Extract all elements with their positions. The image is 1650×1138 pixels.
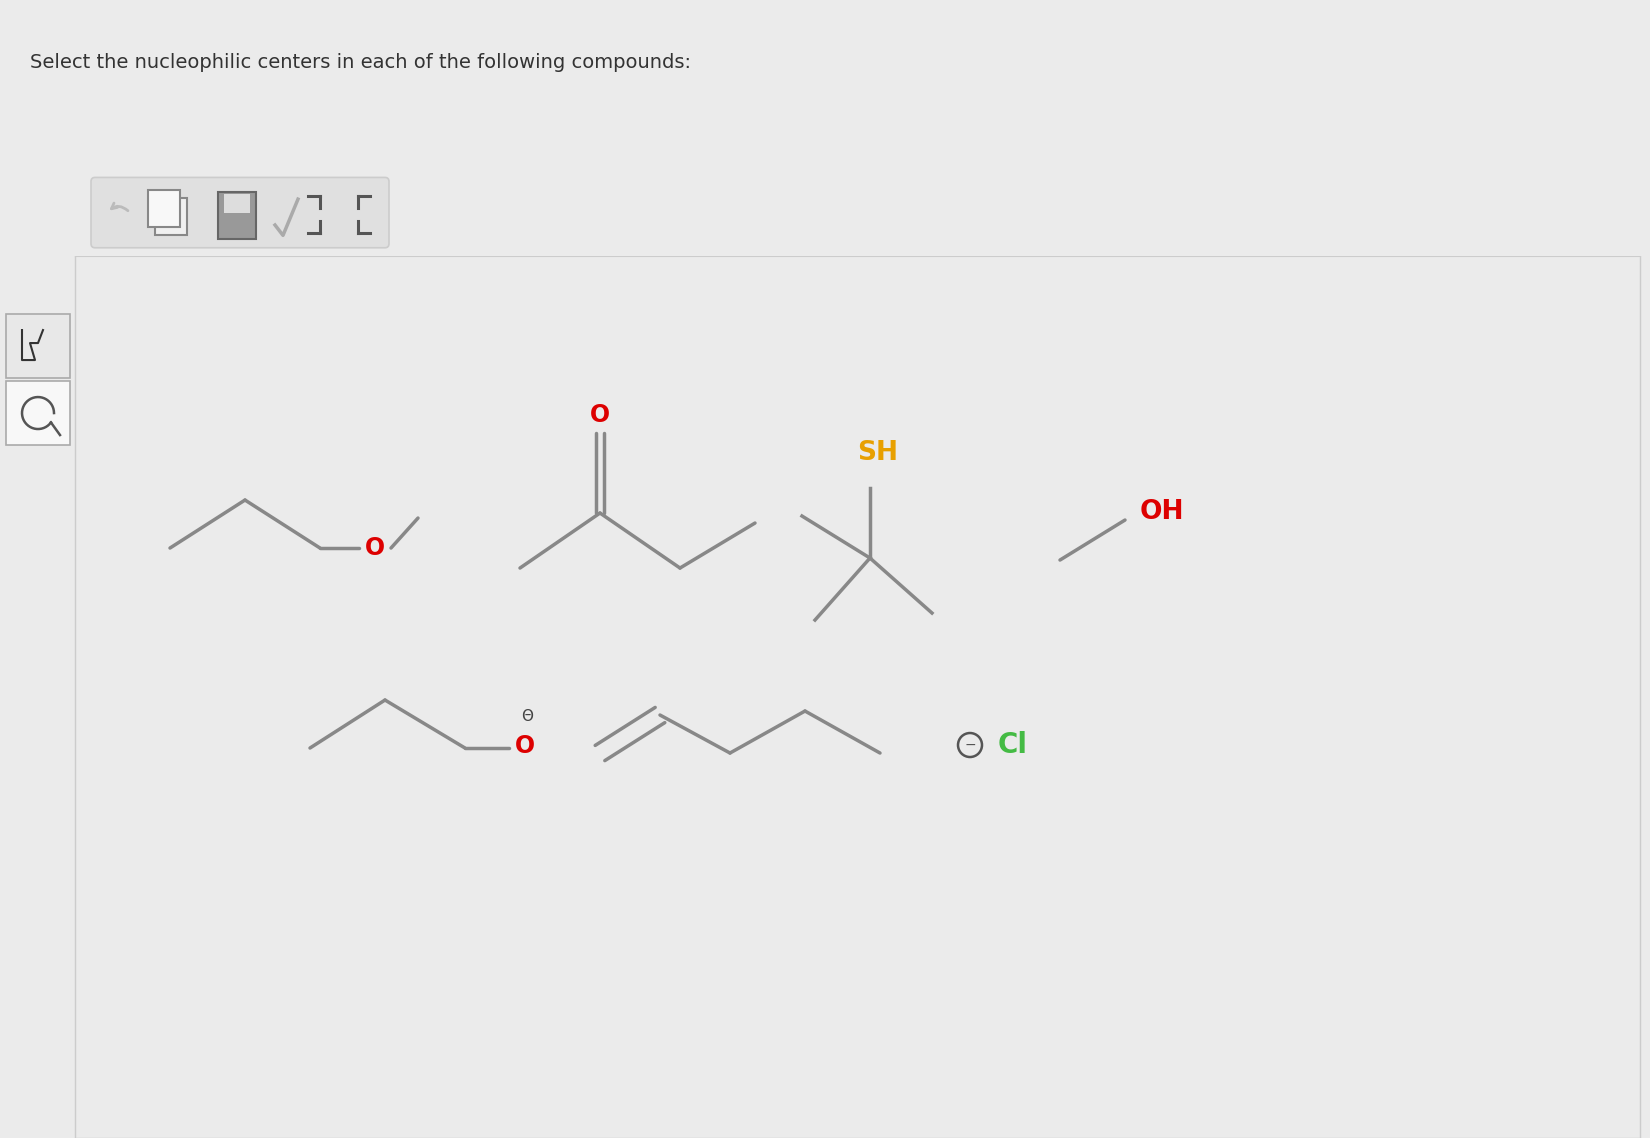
Bar [218,192,256,239]
Text: Θ: Θ [521,709,533,724]
Text: O: O [591,403,610,427]
Text: OH: OH [1140,500,1185,525]
Text: Cl: Cl [998,731,1028,759]
Text: −: − [964,739,975,752]
Text: O: O [515,734,535,758]
Bar [155,198,186,236]
FancyBboxPatch shape [91,178,389,248]
Bar [224,193,251,213]
Text: Select the nucleophilic centers in each of the following compounds:: Select the nucleophilic centers in each … [30,53,691,72]
Text: O: O [365,536,384,560]
Text: SH: SH [858,440,899,467]
Bar [148,190,180,228]
FancyBboxPatch shape [7,314,69,378]
FancyBboxPatch shape [7,381,69,445]
